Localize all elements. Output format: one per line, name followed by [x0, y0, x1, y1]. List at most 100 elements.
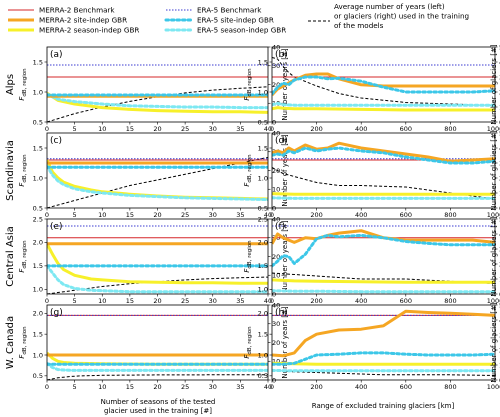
x-tick-label: 200: [310, 125, 322, 133]
y-axis-label-main: F: [18, 268, 26, 273]
y2-tick-label: 10: [272, 186, 280, 194]
x-tick-label: 5: [73, 383, 77, 391]
series-era-5-season-indep-gbr: [47, 92, 268, 110]
x-tick-label: 800: [444, 297, 456, 305]
series-era-5-site-indep-gbr: [272, 146, 495, 165]
x-tick-label: 200: [310, 383, 322, 391]
series-era-5-season-indep-gbr: [47, 164, 268, 202]
y-tick-label: 0.5: [258, 204, 268, 212]
y-axis-label-main: F: [243, 268, 251, 273]
y-tick-label: 1.0: [33, 174, 43, 182]
x-tick-label: 30: [209, 297, 217, 305]
y2-axis-label: Number of glaciers [#]: [490, 130, 498, 210]
x-tick-label: 25: [181, 297, 189, 305]
x-axis-label-left-line1: Number of seasons of the tested: [101, 398, 216, 406]
y-tick-label: 1.5: [258, 58, 268, 66]
panel-frame: [271, 304, 496, 381]
y2-axis-label: Number of glaciers [#]: [490, 216, 498, 296]
y-tick-label: 1.0: [258, 351, 268, 359]
y-axis-label-subscript: dB, region: [22, 326, 28, 355]
y-axis-label: FdB, region: [243, 240, 253, 273]
series-merra-2-season-indep-gbr: [47, 91, 268, 114]
x-tick-label: 800: [444, 125, 456, 133]
x-tick-label: 400: [355, 125, 367, 133]
y-tick-label: 2.0: [258, 310, 268, 318]
row-label-3: W. Canada: [5, 316, 16, 369]
x-tick-label: 35: [236, 297, 244, 305]
row-labels: Alps Scandinavia Central Asia W. Canada: [5, 74, 16, 369]
panel-label: (f): [275, 222, 285, 232]
panel-frame: [271, 218, 496, 295]
x-tick-label: 0: [270, 383, 274, 391]
y-axis-label-main: F: [18, 182, 26, 187]
y-axis-label-main: F: [243, 96, 251, 101]
y-tick-label: 0.5: [258, 118, 268, 126]
y-axis-label-subscript: dB, region: [247, 240, 253, 269]
y2-tick-label: 20: [272, 253, 280, 261]
row-label-2: Central Asia: [5, 226, 16, 287]
y-axis-label: FdB, region: [18, 240, 28, 273]
x-tick-label: 0: [45, 211, 49, 219]
series-merra-2-site-indep-gbr: [272, 309, 495, 358]
series-merra-2-season-indep-gbr: [272, 278, 495, 284]
panel-b: 020040060080010000.51.01.501020304050(b)…: [243, 43, 500, 133]
series-era-5-site-indep-gbr: [272, 351, 495, 366]
series-merra-2-season-indep-gbr: [272, 106, 495, 112]
y-axis-label-subscript: dB, region: [247, 154, 253, 183]
x-tick-label: 25: [181, 383, 189, 391]
y2-axis-label: Number of years [#]: [281, 134, 289, 206]
y-tick-label: 0.5: [33, 204, 43, 212]
panel-frame: [271, 46, 496, 123]
y-tick-label: 1.5: [33, 330, 43, 338]
y-tick-label: 1.0: [258, 88, 268, 96]
y-tick-label: 1.5: [258, 262, 268, 270]
series-merra-2-site-indep-gbr: [272, 229, 495, 245]
x-axis-label-right: Range of excluded training glaciers [km]: [312, 402, 455, 410]
panel-label: (d): [275, 136, 288, 146]
y2-tick-label: 10: [272, 272, 280, 280]
x-tick-label: 600: [400, 125, 412, 133]
x-tick-label: 600: [400, 297, 412, 305]
x-tick-label: 35: [236, 211, 244, 219]
x-tick-label: 40: [264, 125, 272, 133]
y2-tick-label: 20: [272, 81, 280, 89]
panel-g: 0 5 10 15 20 25 30 35 400.51.01.52.0010203040(g)…: [18, 301, 289, 391]
x-tick-label: 25: [181, 211, 189, 219]
x-tick-label: 400: [355, 211, 367, 219]
y2-tick-label: 30: [272, 320, 280, 328]
x-tick-label: 600: [400, 383, 412, 391]
y2-tick-label: 20: [272, 339, 280, 347]
y2-axis-label: Number of glaciers [#]: [490, 44, 498, 124]
x-axis-label-left-line2: glacier used in the training [#]: [104, 407, 212, 415]
y-tick-label: 0.5: [33, 372, 43, 380]
legend-label-6-line1: or glaciers (right) used in the training: [334, 12, 469, 21]
x-tick-label: 15: [126, 125, 134, 133]
y-tick-label: 2.5: [258, 215, 268, 223]
y-tick-label: 0.5: [258, 372, 268, 380]
y-axis-label: FdB, region: [18, 154, 28, 187]
x-tick-label: 10: [98, 297, 106, 305]
y-axis-label: FdB, region: [243, 68, 253, 101]
series-era-5-season-indep-gbr: [272, 196, 495, 200]
y-tick-label: 1.0: [258, 174, 268, 182]
y2-axis-label: Number of years [#]: [281, 306, 289, 378]
x-tick-label: 5: [73, 125, 77, 133]
x-tick-label: 35: [236, 383, 244, 391]
x-tick-label: 20: [153, 297, 161, 305]
y-axis-label-subscript: dB, region: [22, 240, 28, 269]
legend-label-0: MERRA-2 Benchmark: [39, 6, 115, 15]
series-average-number-of-years: [47, 86, 268, 122]
panel-frame: [271, 132, 496, 209]
x-tick-label: 5: [73, 211, 77, 219]
series-merra-2-season-indep-gbr: [272, 361, 495, 366]
y-tick-label: 1.0: [33, 286, 43, 294]
series-era-5-site-indep-gbr: [272, 75, 495, 96]
x-tick-label: 0: [45, 383, 49, 391]
series-era-5-season-indep-gbr: [272, 289, 495, 294]
x-tick-label: 400: [355, 383, 367, 391]
x-tick-label: 600: [400, 211, 412, 219]
x-tick-label: 20: [153, 211, 161, 219]
row-label-1: Scandinavia: [5, 140, 16, 201]
